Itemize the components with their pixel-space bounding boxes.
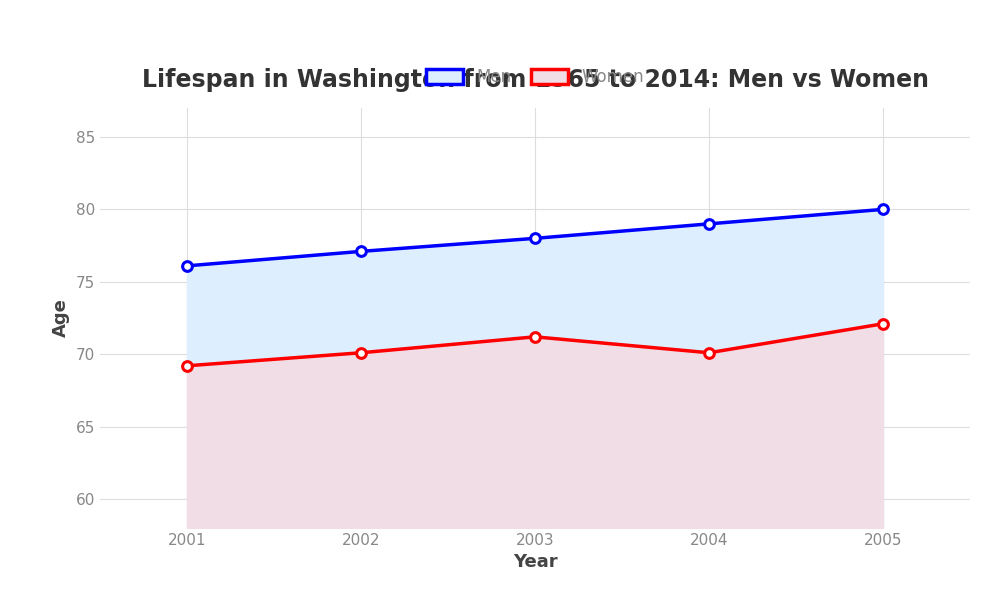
Legend: Men, Women: Men, Women — [419, 62, 651, 93]
Y-axis label: Age: Age — [52, 299, 70, 337]
X-axis label: Year: Year — [513, 553, 557, 571]
Title: Lifespan in Washington from 1965 to 2014: Men vs Women: Lifespan in Washington from 1965 to 2014… — [142, 68, 928, 92]
